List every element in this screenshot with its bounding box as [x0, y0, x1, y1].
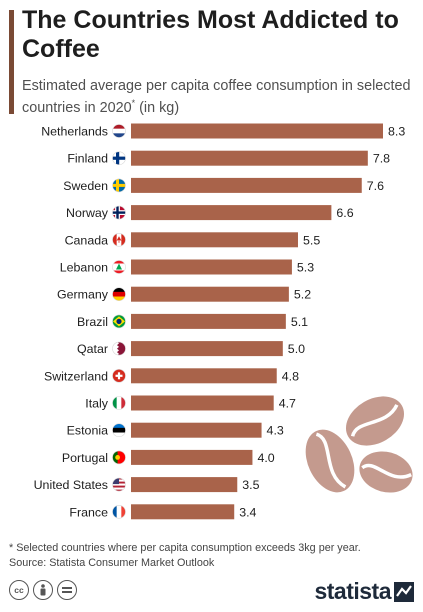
value-label-france: 3.4 [239, 505, 256, 519]
nd-icon[interactable] [57, 580, 77, 600]
category-label-qatar: Qatar [77, 342, 108, 356]
bar-switzerland [131, 368, 277, 384]
category-label-germany: Germany [57, 288, 109, 302]
value-label-brazil: 5.1 [291, 315, 308, 329]
source-note: Source: Statista Consumer Market Outlook [9, 557, 215, 569]
bar-row-finland: Finland 7.8 [67, 150, 390, 166]
statista-logo-icon [394, 582, 414, 602]
value-label-norway: 6.6 [336, 206, 353, 220]
statista-logo-text[interactable]: statista [314, 578, 391, 604]
bar-row-estonia: Estonia 4.3 [67, 422, 284, 438]
germany-flag-icon [112, 287, 126, 301]
bar-italy [131, 395, 274, 411]
value-label-switzerland: 4.8 [282, 369, 299, 383]
subtitle-unit: (in kg) [135, 99, 180, 116]
value-label-portugal: 4.0 [257, 451, 274, 465]
category-label-netherlands: Netherlands [41, 125, 108, 139]
france-flag-icon [112, 504, 126, 519]
switzerland-flag-icon [112, 368, 126, 383]
bar-row-lebanon: Lebanon 5.3 [60, 259, 314, 275]
subtitle-footnote-marker: * [131, 98, 136, 108]
sweden-flag-icon [112, 178, 126, 193]
bar-france [131, 504, 235, 520]
coffee-bean-right [359, 451, 413, 493]
qatar-flag-icon [112, 341, 126, 356]
bar-brazil [131, 313, 286, 329]
category-label-lebanon: Lebanon [60, 261, 108, 275]
category-label-italy: Italy [85, 397, 109, 411]
category-label-united-states: United States [34, 478, 108, 492]
chart-subtitle: Estimated average per capita coffee cons… [22, 78, 417, 117]
netherlands-flag-icon [112, 124, 126, 138]
value-label-italy: 4.7 [279, 397, 296, 411]
bar-qatar [131, 341, 283, 357]
bar-row-brazil: Brazil 5.1 [77, 313, 308, 329]
united-states-flag-icon [112, 477, 126, 492]
norway-flag-icon [112, 205, 126, 220]
value-label-germany: 5.2 [294, 288, 311, 302]
value-label-lebanon: 5.3 [297, 261, 314, 275]
value-label-netherlands: 8.3 [388, 125, 405, 139]
chart-title: The Countries Most Addicted to Coffee [22, 6, 399, 63]
bar-row-norway: Norway 6.6 [66, 205, 354, 221]
italy-flag-icon [112, 396, 126, 410]
category-label-switzerland: Switzerland [44, 369, 108, 383]
category-label-canada: Canada [65, 233, 109, 247]
bar-estonia [131, 422, 262, 438]
bar-germany [131, 286, 289, 302]
value-label-estonia: 4.3 [267, 424, 284, 438]
category-label-sweden: Sweden [63, 179, 108, 193]
bar-row-germany: Germany 5.2 [57, 286, 311, 302]
bar-sweden [131, 177, 362, 193]
coffee-bean-left [305, 429, 355, 493]
bar-row-qatar: Qatar 5.0 [77, 341, 305, 357]
bar-row-united-states: United States 3.5 [34, 477, 260, 493]
finland-flag-icon [112, 151, 126, 166]
bar-united-states [131, 477, 238, 493]
bar-row-switzerland: Switzerland 4.8 [44, 368, 299, 384]
category-label-estonia: Estonia [67, 424, 108, 438]
footnote: * Selected countries where per capita co… [9, 542, 361, 554]
by-icon[interactable] [33, 580, 53, 600]
category-label-france: France [69, 505, 108, 519]
value-label-canada: 5.5 [303, 233, 320, 247]
category-label-norway: Norway [66, 206, 109, 220]
value-label-qatar: 5.0 [288, 342, 305, 356]
license-icons: cc [9, 580, 77, 602]
value-label-sweden: 7.6 [367, 179, 384, 193]
brazil-flag-icon [112, 314, 126, 329]
bar-netherlands [131, 123, 383, 139]
title-accent-bar [9, 10, 14, 114]
bar-row-netherlands: Netherlands 8.3 [41, 123, 405, 139]
coffee-bean-top [345, 396, 405, 446]
bar-norway [131, 205, 332, 221]
portugal-flag-icon [112, 450, 126, 465]
value-label-united-states: 3.5 [242, 478, 259, 492]
cc-icon[interactable]: cc [9, 580, 29, 600]
canada-flag-icon [112, 233, 126, 247]
value-label-finland: 7.8 [373, 152, 390, 166]
bar-row-portugal: Portugal 4.0 [62, 449, 275, 465]
category-label-finland: Finland [67, 152, 108, 166]
lebanon-flag-icon [112, 260, 126, 274]
category-label-brazil: Brazil [77, 315, 108, 329]
bar-canada [131, 232, 298, 248]
bar-finland [131, 150, 368, 166]
subtitle-text: Estimated average per capita coffee cons… [22, 78, 411, 116]
bar-lebanon [131, 259, 292, 275]
bar-row-canada: Canada 5.5 [65, 232, 320, 248]
category-label-portugal: Portugal [62, 451, 108, 465]
bar-chart: Netherlands 8.3 Finland 7.8 Sweden 7.6 Norway 6… [34, 123, 405, 520]
bar-row-france: France 3.4 [69, 504, 257, 520]
bar-row-sweden: Sweden 7.6 [63, 177, 384, 193]
estonia-flag-icon [112, 423, 126, 438]
coffee-beans-illustration [305, 396, 413, 493]
bar-portugal [131, 449, 253, 465]
bar-row-italy: Italy 4.7 [85, 395, 296, 411]
